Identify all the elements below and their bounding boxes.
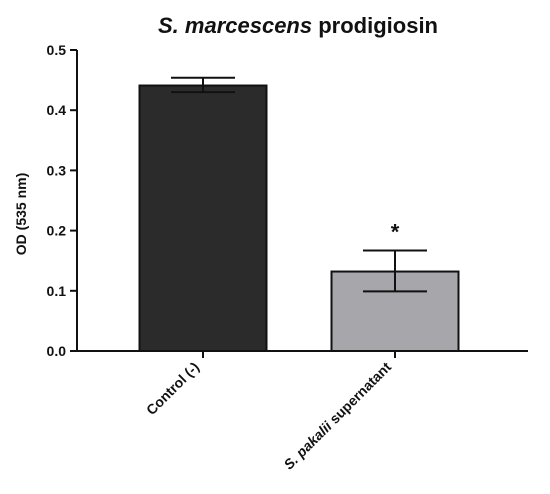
x-tick-label-normal-1: supernatant — [326, 359, 394, 427]
chart-title-italic: S. marcescens — [158, 13, 312, 38]
x-tick-label-0: Control (-) — [143, 359, 202, 418]
y-tick-label-0: 0.0 — [47, 343, 67, 359]
chart-layer: 0.0 0.1 0.2 0.3 0.4 0.5 Control (-) S. pakalii … — [47, 42, 528, 472]
chart-title-normal: prodigiosin — [318, 13, 438, 38]
x-tick-label-1: S. pakalii supernatant — [280, 359, 394, 473]
y-axis-label: OD (535 nm) — [13, 173, 29, 255]
y-tick-label-2: 0.2 — [47, 223, 67, 239]
bar-0 — [138, 84, 268, 352]
chart-title: S. marcescens prodigiosin — [158, 13, 438, 38]
x-tick-label-normal-0: Control (-) — [143, 359, 202, 418]
y-tick-label-5: 0.5 — [47, 42, 67, 58]
annotation-1: * — [391, 219, 400, 244]
x-tick-label-italic-1: S. pakalii — [280, 415, 337, 472]
y-tick-label-1: 0.1 — [47, 283, 67, 299]
y-tick-label-4: 0.4 — [47, 102, 67, 118]
y-tick-label-3: 0.3 — [47, 162, 67, 178]
